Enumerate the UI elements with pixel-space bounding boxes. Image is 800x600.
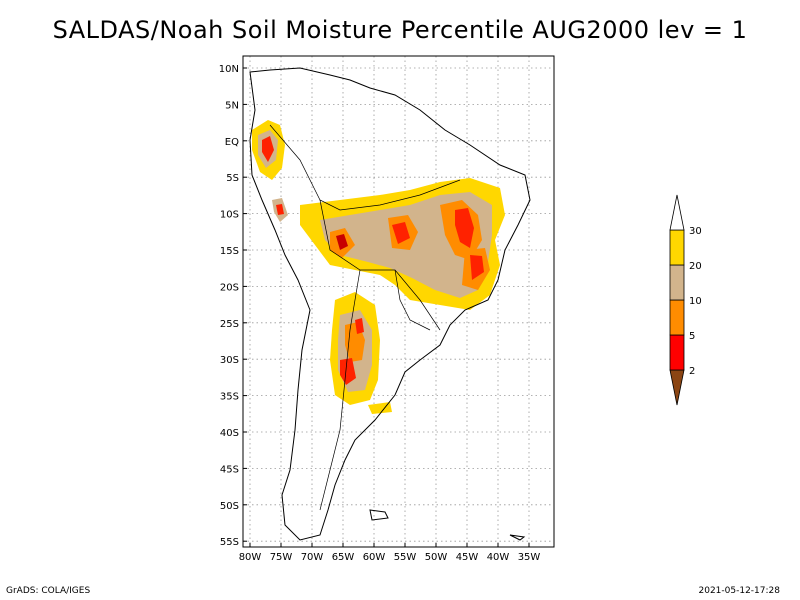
map-title: SALDAS/Noah Soil Moisture Percentile AUG… [52,16,748,44]
lat-tick-label: 40S [220,428,239,439]
footer-credit: GrADS: COLA/IGES [6,586,91,596]
lon-tick-label: 60W [363,552,386,563]
lat-tick-label: 20S [220,282,239,293]
lon-tick-label: 35W [518,552,541,563]
lon-tick-label: 55W [394,552,417,563]
lat-tick-label: 10S [220,210,239,221]
lat-tick-label: 55S [220,537,239,548]
lat-tick-label: 10N [219,64,239,75]
latitude-tick-labels: 10N 5N EQ 5S 10S 15S 20S 25S 30S 35S 40S 45S 50S 55S [219,64,247,548]
legend-label: 5 [689,331,695,342]
lon-tick-label: 50W [425,552,448,563]
lon-tick-label: 45W [456,552,479,563]
lon-tick-label: 40W [487,552,510,563]
lat-tick-label: 5S [226,173,239,184]
lat-tick-label: 45S [220,464,239,475]
legend-swatch [669,229,685,266]
legend-label: 30 [689,226,702,237]
footer-timestamp: 2021-05-12-17:28 [698,586,781,596]
legend-swatch [669,264,685,301]
longitude-tick-labels: 80W 75W 70W 65W 60W 55W 50W 45W 40W 35W [239,543,541,563]
legend-label: 10 [689,296,702,307]
lat-tick-label: 25S [220,319,239,330]
coastlines [249,67,531,541]
legend-swatch [669,334,685,371]
lat-tick-label: EQ [225,137,239,148]
grid-lines [243,56,554,547]
lon-tick-label: 80W [239,552,262,563]
lat-tick-label: 50S [220,501,239,512]
legend-label: 20 [689,261,702,272]
legend-swatch [669,299,685,336]
lon-tick-label: 65W [332,552,355,563]
legend-swatch [669,194,685,231]
lat-tick-label: 35S [220,392,239,403]
lon-tick-label: 70W [301,552,324,563]
lat-tick-label: 15S [220,246,239,257]
color-legend: 2 5 10 20 30 [669,194,702,406]
lat-tick-label: 5N [225,100,239,111]
legend-label: 2 [689,366,695,377]
lat-tick-label: 30S [220,355,239,366]
legend-swatch [669,369,685,406]
lon-tick-label: 75W [270,552,293,563]
percentile-shading [252,120,505,414]
map-frame [242,55,555,548]
